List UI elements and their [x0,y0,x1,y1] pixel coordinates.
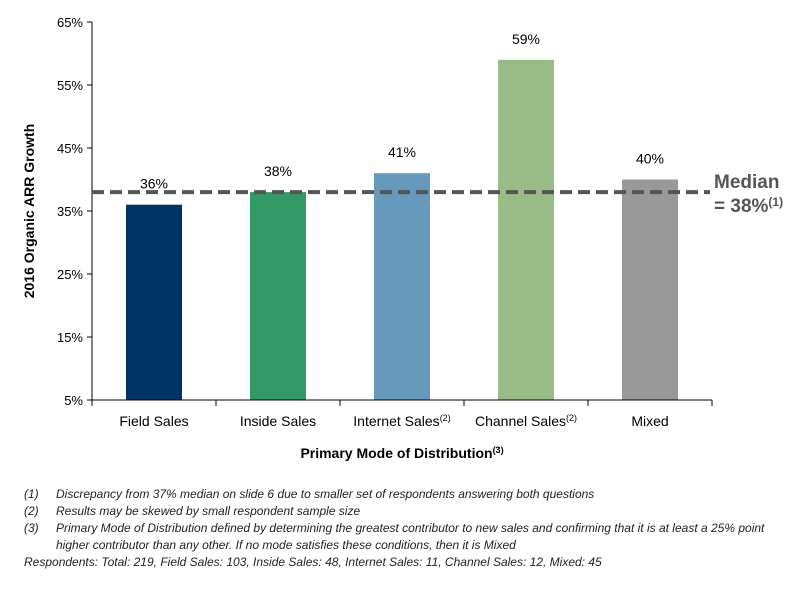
data-label: 38% [264,163,292,179]
x-axis: Field Sales Inside Sales Internet Sales(2)… [91,399,713,429]
median-label-line1: Median [714,172,779,193]
bar-5 [622,179,678,400]
category-superscript: (2) [440,413,451,423]
footnotes: (1) Discrepancy from 37% median on slide… [24,486,794,571]
footnote-text: Discrepancy from 37% median on slide 6 d… [56,487,595,501]
category-label: Inside Sales [240,413,316,429]
bar-3 [374,173,430,400]
y-tick-label: 45% [57,141,83,156]
bars: 36% 38% 41% 59% 40% [126,31,678,401]
y-axis: 5% 15% 25% 35% 45% 55% 65% [57,15,93,408]
y-tick-label: 65% [57,15,83,30]
y-tick-label: 25% [57,267,83,282]
y-tick-label: 55% [57,78,83,93]
y-tick-label: 35% [57,204,83,219]
category-label: Internet Sales(2) [353,413,450,429]
category-label: Channel Sales(2) [475,413,577,429]
y-tick-label: 15% [57,330,83,345]
bar-1 [126,204,182,400]
footnote-1: (1) Discrepancy from 37% median on slide… [24,486,794,503]
category-label: Field Sales [119,413,188,429]
x-axis-label: Primary Mode of Distribution(3) [300,445,503,461]
x-axis-label-superscript: (3) [493,445,504,455]
bar-chart: 5% 15% 25% 35% 45% 55% 65% 36% 38% 41% 59% 40% Fie… [21,15,783,461]
bar-4 [498,59,554,401]
data-label: 40% [636,151,664,167]
data-label: 41% [388,144,416,160]
footnote-number: (1) [24,487,39,501]
footnote-3: (3) Primary Mode of Distribution defined… [24,520,794,554]
footnote-number: (3) [24,521,39,535]
footnote-number: (2) [24,504,39,518]
y-tick-label: 5% [64,393,83,408]
x-axis-label-text: Primary Mode of Distribution [300,445,492,461]
y-axis-label: 2016 Organic ARR Growth [21,124,37,299]
median-line-group: Median= 38%(1) [92,172,783,217]
footnote-2: (2) Results may be skewed by small respo… [24,503,794,520]
bar-2 [250,192,306,400]
category-label: Mixed [631,413,668,429]
footnote-text: Primary Mode of Distribution defined by … [56,521,765,552]
footnote-text: Results may be skewed by small responden… [56,504,361,518]
respondents-note: Respondents: Total: 219, Field Sales: 10… [24,555,602,569]
data-label: 59% [512,31,540,47]
category-superscript: (2) [566,413,577,423]
median-label-line2: = 38%(1) [714,195,783,217]
data-label: 36% [140,176,168,192]
